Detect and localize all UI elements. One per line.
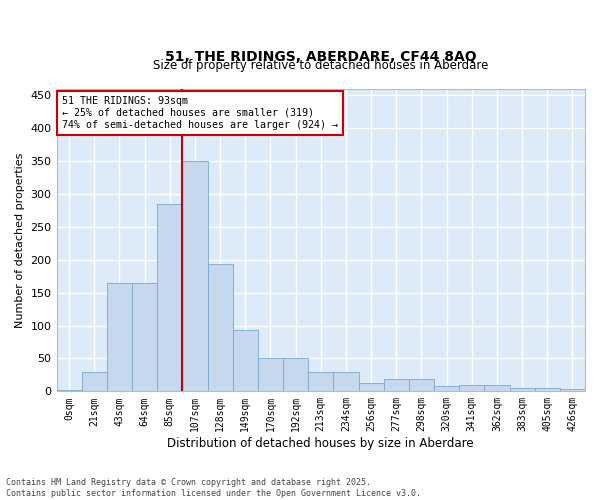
Bar (56, 390, 82, 392)
Bar (334, 372, 359, 392)
Bar (359, 383, 383, 392)
Bar (283, 358, 308, 392)
Y-axis label: Number of detached properties: Number of detached properties (15, 152, 25, 328)
Bar (509, 388, 535, 392)
Bar (383, 380, 409, 392)
Bar (258, 358, 283, 392)
Bar (132, 283, 157, 392)
Bar (82, 372, 107, 392)
Bar (233, 330, 258, 392)
Bar (208, 264, 233, 392)
X-axis label: Distribution of detached houses by size in Aberdare: Distribution of detached houses by size … (167, 437, 474, 450)
Bar (182, 161, 208, 392)
Text: 51 THE RIDINGS: 93sqm
← 25% of detached houses are smaller (319)
74% of semi-det: 51 THE RIDINGS: 93sqm ← 25% of detached … (62, 96, 338, 130)
Text: Contains HM Land Registry data © Crown copyright and database right 2025.
Contai: Contains HM Land Registry data © Crown c… (6, 478, 421, 498)
Bar (484, 385, 509, 392)
Bar (535, 388, 560, 392)
Bar (107, 283, 132, 392)
Bar (157, 204, 182, 392)
Title: 51, THE RIDINGS, ABERDARE, CF44 8AQ: 51, THE RIDINGS, ABERDARE, CF44 8AQ (165, 50, 476, 64)
Bar (434, 386, 459, 392)
Bar (409, 380, 434, 392)
Text: Size of property relative to detached houses in Aberdare: Size of property relative to detached ho… (153, 59, 488, 72)
Bar (560, 388, 585, 392)
Bar (459, 385, 484, 392)
Bar (308, 372, 334, 392)
